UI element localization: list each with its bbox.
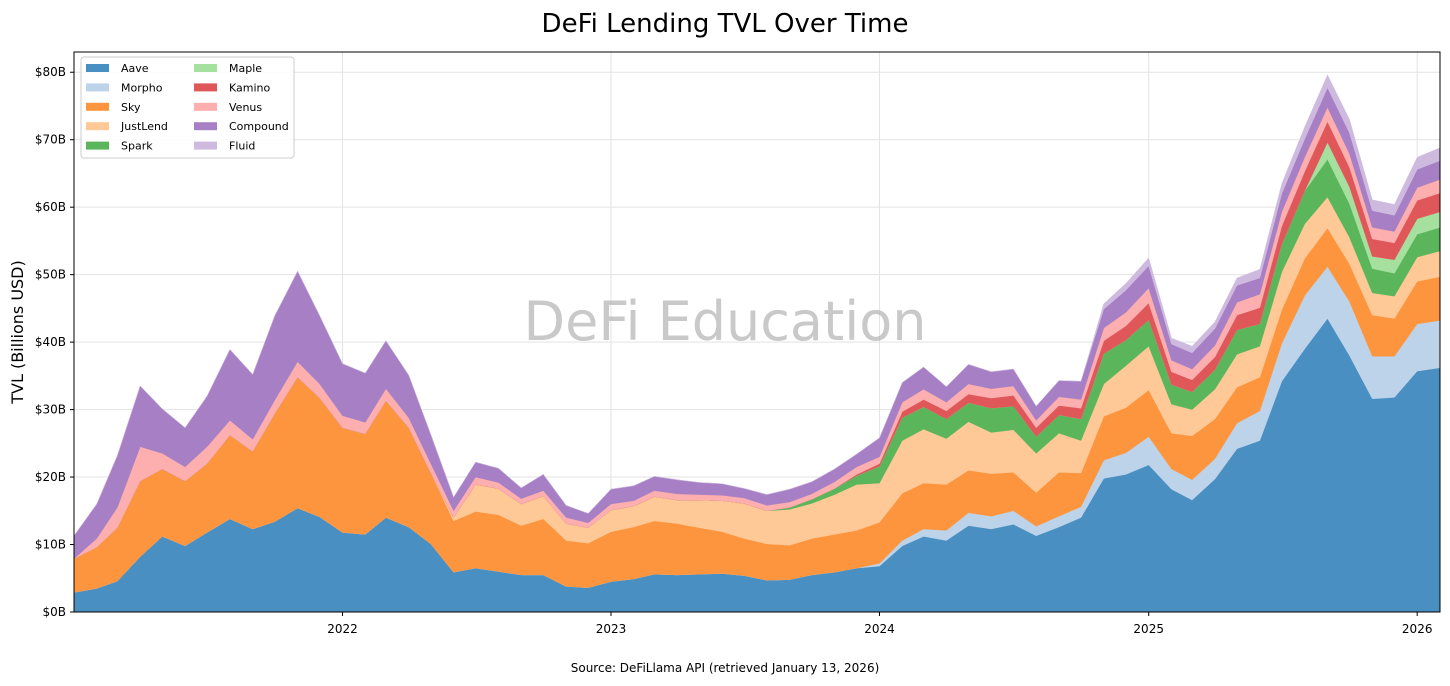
legend-swatch-spark (86, 141, 109, 150)
legend-swatch-justlend (86, 122, 109, 131)
source-note: Source: DeFiLlama API (retrieved January… (571, 661, 880, 675)
y-tick-label: $0B (42, 605, 66, 619)
legend-label-fluid: Fluid (229, 140, 255, 153)
legend-label-morpho: Morpho (121, 81, 163, 94)
x-tick-label: 2026 (1402, 622, 1433, 636)
x-tick-label: 2025 (1133, 622, 1164, 636)
legend-label-aave: Aave (121, 62, 149, 75)
legend-swatch-kamino (194, 83, 217, 92)
legend-label-maple: Maple (229, 62, 262, 75)
y-tick-label: $60B (35, 200, 66, 214)
x-axis-ticks: 2022 2023 2024 2025 2026 (327, 612, 1432, 636)
legend-swatch-compound (194, 122, 217, 131)
plot-frame (73, 51, 1441, 613)
y-tick-label: $10B (35, 538, 66, 552)
y-tick-label: $40B (35, 335, 66, 349)
legend-swatch-sky (86, 102, 109, 111)
legend-label-kamino: Kamino (229, 81, 271, 94)
legend-label-venus: Venus (229, 101, 262, 114)
y-tick-label: $30B (35, 403, 66, 417)
legend-swatch-fluid (194, 141, 217, 150)
y-axis-ticks: $0B $10B $20B $30B $40B $50B $60B $70B $80B (35, 65, 74, 619)
y-tick-label: $70B (35, 133, 66, 147)
chart-title: DeFi Lending TVL Over Time (542, 9, 909, 39)
legend-label-spark: Spark (121, 140, 153, 153)
legend-swatch-venus (194, 102, 217, 111)
y-axis-label: TVL (Billions USD) (8, 260, 27, 405)
legend-label-compound: Compound (229, 120, 289, 133)
x-tick-label: 2023 (596, 622, 627, 636)
legend: Aave Morpho Sky JustLend Spark Maple Kamino Ven… (80, 56, 295, 159)
legend-box (80, 56, 295, 159)
x-tick-label: 2024 (864, 622, 895, 636)
y-tick-label: $80B (35, 65, 66, 79)
legend-label-sky: Sky (121, 101, 141, 114)
legend-swatch-maple (194, 64, 217, 72)
x-tick-label: 2022 (327, 622, 358, 636)
watermark: DeFi Education (524, 290, 927, 353)
legend-swatch-aave (86, 64, 109, 72)
legend-label-justlend: JustLend (120, 120, 168, 133)
y-tick-label: $20B (35, 470, 66, 484)
y-tick-label: $50B (35, 268, 66, 282)
legend-swatch-morpho (86, 83, 109, 92)
